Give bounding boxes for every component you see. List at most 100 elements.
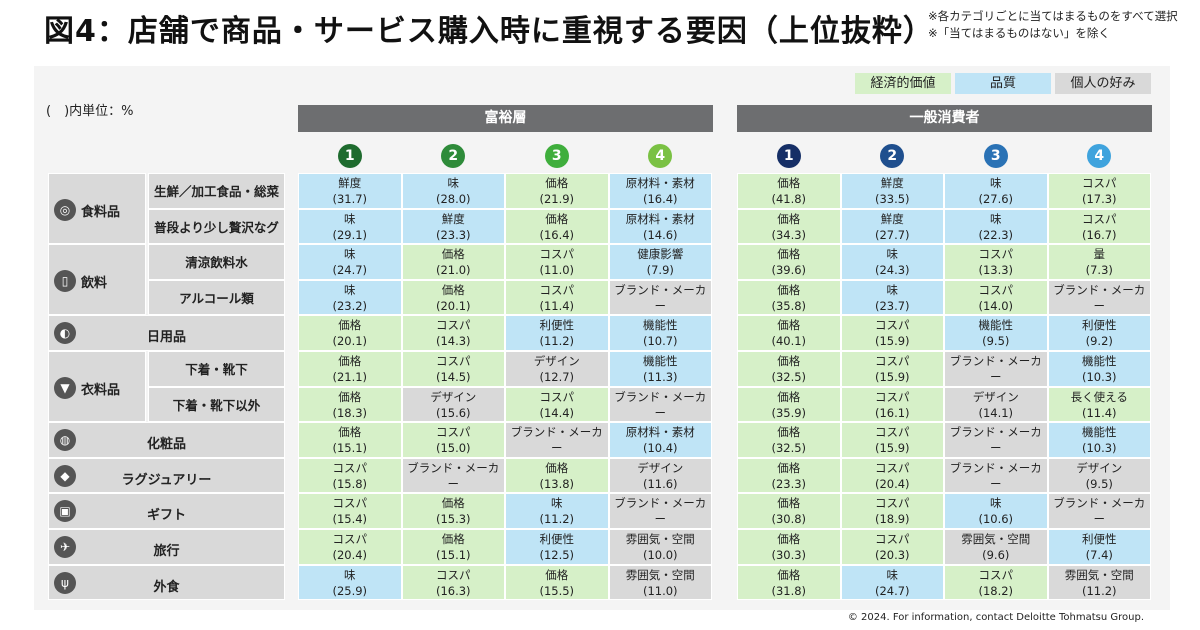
spray-icon: ◐ — [54, 322, 76, 345]
factor-cell: 価格 (20.1) — [298, 315, 402, 351]
factor-value: (14.5) — [435, 370, 471, 384]
rank-1-2: 3 — [983, 144, 1008, 168]
factor-name: 雰囲気・空間 — [961, 532, 1031, 546]
rank-0-2: 3 — [544, 144, 569, 168]
factor-cell: 味 (24.7) — [298, 244, 402, 280]
factor-value: (15.9) — [874, 370, 910, 384]
factor-name: 鮮度 — [880, 211, 904, 226]
factor-cell: ブランド・メーカー(15.3) — [401, 457, 505, 507]
factor-cell: コスパ (20.3) — [840, 529, 944, 565]
factor-cell: 価格 (18.3) — [298, 386, 402, 423]
factor-cell: コスパ (18.9) — [840, 493, 944, 529]
factor-name: 機能性 — [1082, 354, 1117, 368]
factor-value: (10.4) — [642, 441, 678, 456]
factor-cell: コスパ (18.2) — [944, 564, 1048, 601]
factor-value: (14.0) — [978, 298, 1014, 313]
factor-cell: 価格 (13.8) — [505, 457, 609, 494]
factor-name: 雰囲気・空間 — [625, 567, 695, 582]
factor-value: (39.6) — [771, 263, 807, 278]
factor-value: (24.7) — [874, 583, 910, 598]
factor-value: (9.5) — [1085, 476, 1113, 491]
factor-value: (15.0) — [435, 441, 471, 456]
footer-copyright: © 2024. For information, contact Deloitt… — [847, 612, 1144, 623]
subcategory-label: 下着・靴下以外 — [148, 386, 285, 423]
factor-value: (35.8) — [771, 298, 807, 313]
factor-name: 価格 — [545, 211, 569, 226]
factor-cell: デザイン (11.6) — [608, 457, 712, 494]
subcategory-label: 普段より少し贅沢なグルメ — [148, 208, 285, 270]
factor-name: 原材料・素材 — [625, 211, 695, 226]
factor-name: コスパ — [539, 389, 575, 404]
factor-value: (14.4) — [539, 405, 575, 420]
factor-name: 価格 — [777, 496, 801, 511]
factor-value: (14.6) — [642, 227, 678, 242]
subcategory-label: アルコール類 — [148, 279, 285, 316]
factor-name: ブランド・メーカー — [1053, 496, 1146, 527]
factor-cell: コスパ (17.3) — [1047, 173, 1151, 209]
factor-name: デザイン — [430, 389, 477, 404]
factor-value: (7.4) — [1085, 548, 1113, 562]
factor-cell: 価格 (15.1) — [401, 529, 505, 565]
factor-value: (30.8) — [771, 512, 807, 527]
factor-cell: コスパ (13.3) — [944, 244, 1048, 280]
factor-name: ブランド・メーカー — [1053, 282, 1146, 313]
factor-value: (11.2) — [539, 334, 575, 349]
factor-cell: 機能性 (10.7) — [608, 315, 712, 351]
factor-value: (23.7) — [874, 298, 910, 313]
factor-value: (15.9) — [874, 334, 910, 349]
factor-value: (15.1) — [332, 441, 368, 456]
factor-name: 価格 — [545, 460, 569, 475]
factor-value: (11.2) — [1081, 583, 1117, 598]
factor-cell: ブランド・メーカー(11.5) — [608, 386, 712, 436]
factor-value: (10.0) — [642, 548, 678, 562]
factor-cell: コスパ (15.9) — [840, 422, 944, 458]
factor-cell: 味 (11.2) — [505, 493, 609, 529]
factor-value: (14.3) — [435, 334, 471, 349]
factor-value: (11.3) — [642, 370, 678, 384]
factor-cell: 機能性 (10.3) — [1047, 351, 1151, 387]
category-label: ギフト — [146, 508, 186, 524]
factor-value: (10.3) — [1081, 370, 1117, 384]
factor-value: (32.5) — [771, 441, 807, 456]
factor-value: (11.4) — [539, 298, 575, 313]
factor-name: コスパ — [436, 567, 471, 582]
factor-cell: 価格 (30.3) — [737, 529, 841, 565]
factor-cell: 味 (28.0) — [401, 173, 505, 209]
diamond-icon: ◆ — [54, 464, 76, 487]
category-3: ▼ 衣料品 — [48, 351, 146, 423]
factor-cell: コスパ (14.3) — [401, 315, 505, 351]
factor-value: (13.8) — [539, 476, 575, 491]
factor-name: 利便性 — [539, 532, 575, 546]
factor-value: (17.3) — [1081, 192, 1117, 206]
factor-value: (16.4) — [539, 227, 575, 242]
factor-name: 機能性 — [643, 354, 678, 368]
factor-name: ブランド・メーカー — [510, 425, 603, 456]
factor-cell: 味 (22.3) — [944, 208, 1048, 245]
factor-name: 利便性 — [1082, 532, 1117, 546]
factor-cell: 機能性 (9.5) — [944, 315, 1048, 351]
factor-value: (30.3) — [771, 548, 807, 562]
factor-cell: 機能性 (11.3) — [608, 351, 712, 387]
factor-name: 量 — [1093, 247, 1106, 262]
factor-cell: 価格 (15.1) — [298, 422, 402, 458]
factor-value: (31.8) — [771, 583, 807, 598]
factor-value: (22.3) — [978, 227, 1014, 242]
factor-cell: コスパ (20.4) — [298, 529, 402, 565]
factor-name: 味 — [886, 282, 899, 297]
factor-cell: コスパ (16.7) — [1047, 208, 1151, 245]
factor-name: 価格 — [441, 532, 465, 546]
factor-name: コスパ — [436, 425, 471, 440]
factor-name: 原材料・素材 — [625, 176, 695, 190]
factor-name: 価格 — [545, 567, 569, 582]
factor-cell: コスパ (15.0) — [401, 422, 505, 458]
factor-name: コスパ — [332, 460, 368, 475]
factor-value: (20.4) — [874, 476, 910, 491]
factor-name: 価格 — [777, 247, 801, 262]
factor-value: (20.1) — [435, 298, 471, 313]
factor-value: (11.0) — [642, 583, 678, 598]
factor-value: (9.2) — [1085, 334, 1113, 349]
factor-value: (34.3) — [771, 227, 807, 242]
factor-name: コスパ — [1082, 211, 1117, 226]
factor-value: (14.1) — [978, 405, 1014, 420]
factor-cell: 味 (27.6) — [944, 173, 1048, 209]
